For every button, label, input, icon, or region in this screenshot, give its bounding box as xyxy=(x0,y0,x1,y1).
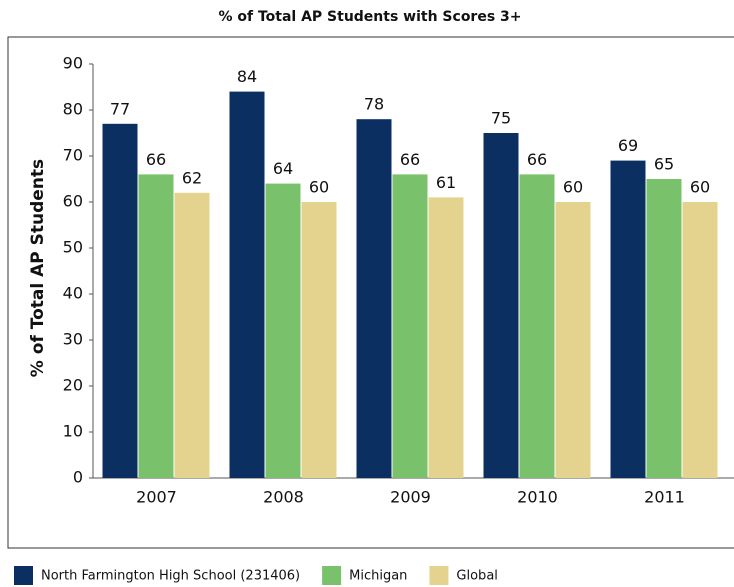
data-label: 69 xyxy=(618,136,638,155)
bar xyxy=(392,174,428,478)
bar xyxy=(610,160,646,478)
x-tick-label: 2007 xyxy=(136,488,177,507)
legend-label: North Farmington High School (231406) xyxy=(41,569,300,584)
legend-label: Michigan xyxy=(349,569,407,584)
bar xyxy=(682,202,718,478)
data-label: 66 xyxy=(400,150,420,169)
data-label: 64 xyxy=(273,159,293,178)
bar xyxy=(174,192,210,479)
y-axis-label: % of Total AP Students xyxy=(28,159,48,377)
bar xyxy=(301,202,337,478)
data-label: 78 xyxy=(364,95,384,114)
legend-swatch xyxy=(14,566,33,585)
data-label: 77 xyxy=(110,99,130,118)
bar xyxy=(428,197,464,478)
y-tick-label: 40 xyxy=(63,284,83,303)
data-label: 65 xyxy=(654,155,674,174)
bar xyxy=(356,119,392,478)
data-label: 84 xyxy=(237,67,257,86)
y-tick-label: 10 xyxy=(63,422,83,441)
y-tick-label: 30 xyxy=(63,330,83,349)
data-label: 61 xyxy=(436,173,456,192)
chart-frame xyxy=(7,36,734,549)
data-label: 60 xyxy=(309,178,329,197)
data-label: 66 xyxy=(146,150,166,169)
bar xyxy=(519,174,555,478)
y-tick-label: 70 xyxy=(63,146,83,165)
x-tick-label: 2010 xyxy=(517,488,558,507)
legend-label: Global xyxy=(456,569,497,584)
x-tick-label: 2011 xyxy=(644,488,685,507)
bar xyxy=(646,179,682,478)
y-tick-label: 60 xyxy=(63,192,83,211)
y-tick-label: 0 xyxy=(73,468,83,487)
bar xyxy=(138,174,174,478)
data-label: 62 xyxy=(182,168,202,187)
chart-title: % of Total AP Students with Scores 3+ xyxy=(218,9,521,25)
bar xyxy=(483,133,519,478)
legend-swatch xyxy=(322,566,342,585)
x-tick-label: 2008 xyxy=(263,488,304,507)
x-tick-label: 2009 xyxy=(390,488,431,507)
bar xyxy=(229,91,265,478)
legend-swatch xyxy=(429,566,449,585)
bar xyxy=(265,183,301,478)
data-label: 60 xyxy=(563,178,583,197)
bar xyxy=(102,123,138,479)
data-label: 60 xyxy=(690,178,710,197)
y-tick-label: 20 xyxy=(63,376,83,395)
y-tick-label: 80 xyxy=(63,100,83,119)
data-label: 66 xyxy=(527,150,547,169)
bar xyxy=(555,202,591,478)
y-tick-label: 90 xyxy=(63,54,83,73)
y-tick-label: 50 xyxy=(63,238,83,257)
data-label: 75 xyxy=(491,109,511,128)
